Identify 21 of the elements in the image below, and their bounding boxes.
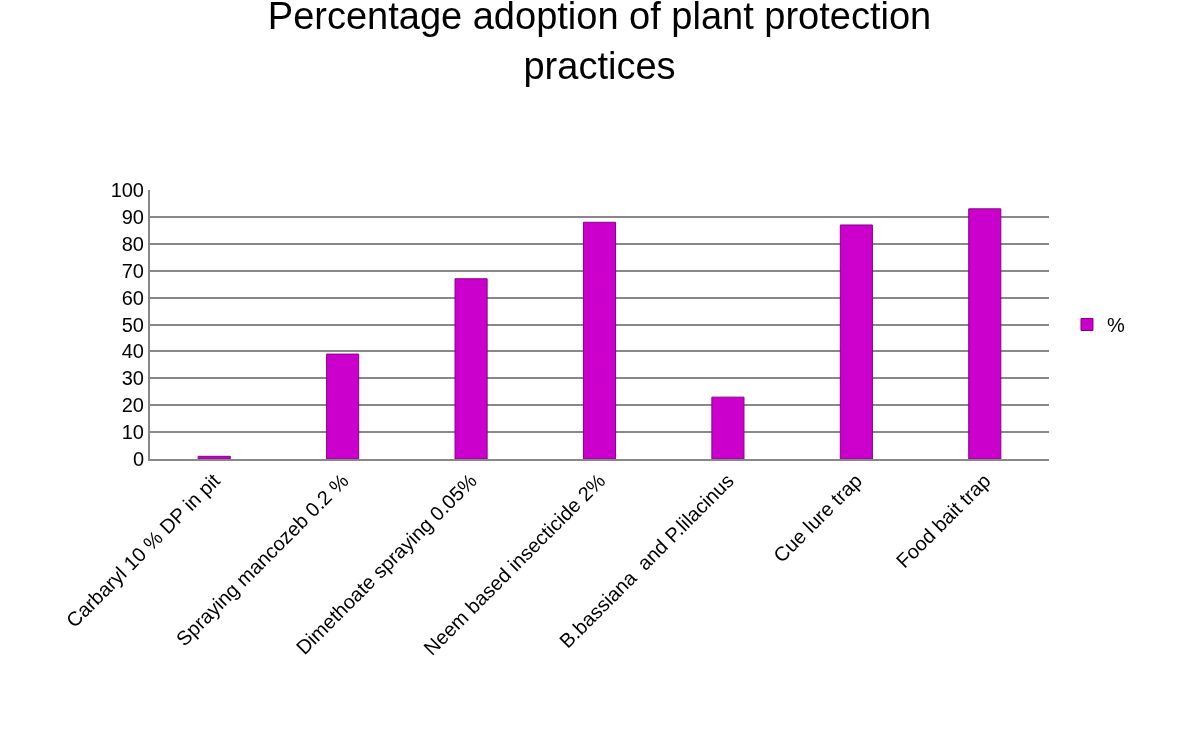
y-tick-label: 70 (121, 259, 144, 282)
y-tick-label: 90 (121, 205, 144, 228)
y-tick-label: 20 (121, 394, 144, 417)
bar (582, 221, 617, 459)
chart-title: Percentage adoption of plant protection practices (267, 0, 932, 87)
y-tick-label: 30 (121, 367, 144, 390)
x-tick-label: Cue lure trap (768, 469, 867, 567)
legend-label: % (1106, 314, 1125, 337)
y-tick-label: 10 (121, 421, 144, 444)
bar (454, 278, 488, 459)
bar (968, 208, 1002, 459)
bar (839, 224, 873, 459)
y-tick-label: 0 (132, 448, 144, 470)
y-tick-label: 100 (110, 179, 144, 201)
y-tick-label: 80 (121, 232, 144, 255)
y-tick-label: 60 (121, 286, 144, 309)
y-tick-label: 50 (121, 313, 144, 336)
bar (197, 455, 231, 459)
bar (711, 396, 745, 459)
y-tick-label: 40 (121, 340, 144, 363)
bar (326, 353, 360, 459)
